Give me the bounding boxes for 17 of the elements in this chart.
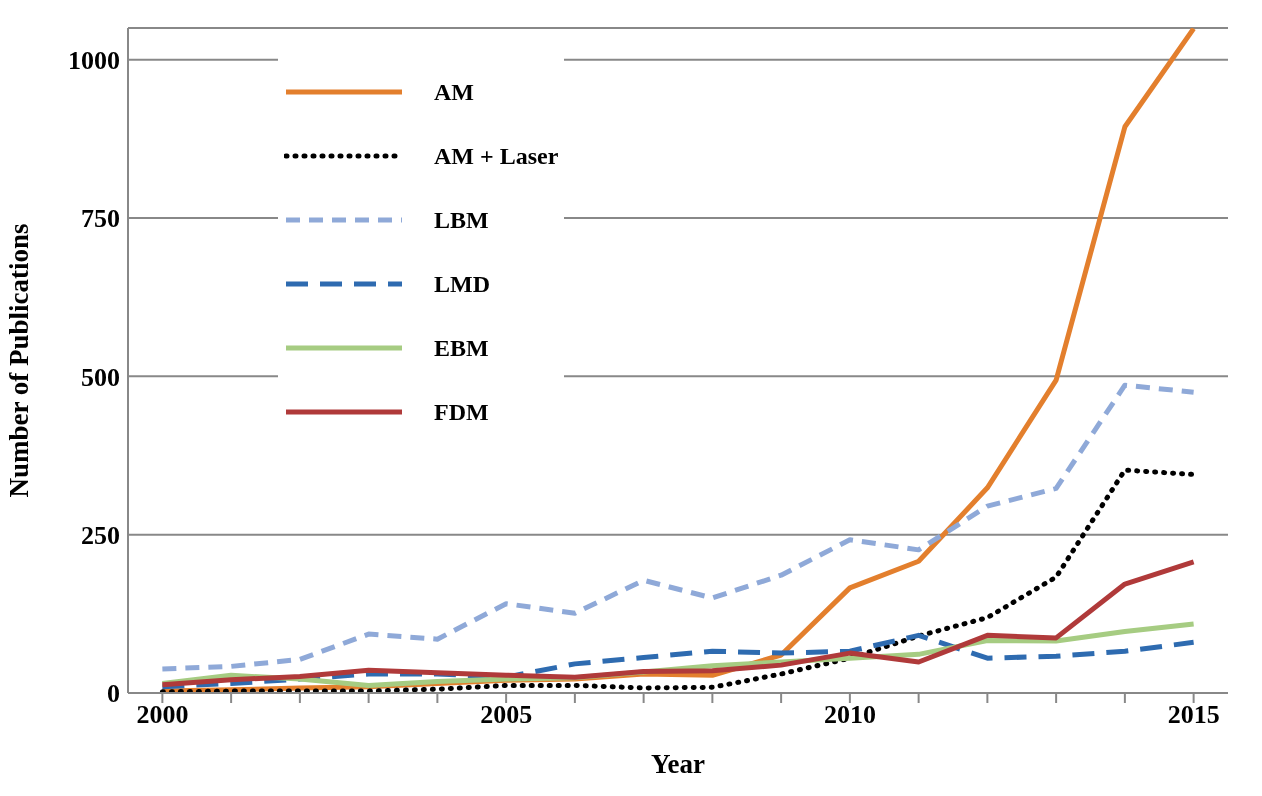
- x-tick-label: 2010: [823, 700, 876, 730]
- x-tick-label: 2005: [480, 700, 533, 730]
- x-tick-label: 2015: [1167, 700, 1220, 730]
- y-tick-label: 750: [81, 204, 120, 234]
- legend-label: AM: [434, 78, 474, 106]
- y-axis-title: Number of Publications: [3, 223, 34, 498]
- legend-label: FDM: [434, 398, 489, 426]
- legend-label: LMD: [434, 270, 490, 298]
- x-tick-label: 2000: [136, 700, 189, 730]
- legend-label: EBM: [434, 334, 489, 362]
- x-axis-title: Year: [651, 749, 705, 779]
- y-tick-label: 500: [81, 362, 120, 392]
- y-tick-label: 1000: [68, 45, 120, 75]
- y-tick-label: 0: [107, 679, 120, 709]
- legend-label: LBM: [434, 206, 489, 234]
- y-tick-label: 250: [81, 520, 120, 550]
- legend-label: AM + Laser: [434, 142, 559, 170]
